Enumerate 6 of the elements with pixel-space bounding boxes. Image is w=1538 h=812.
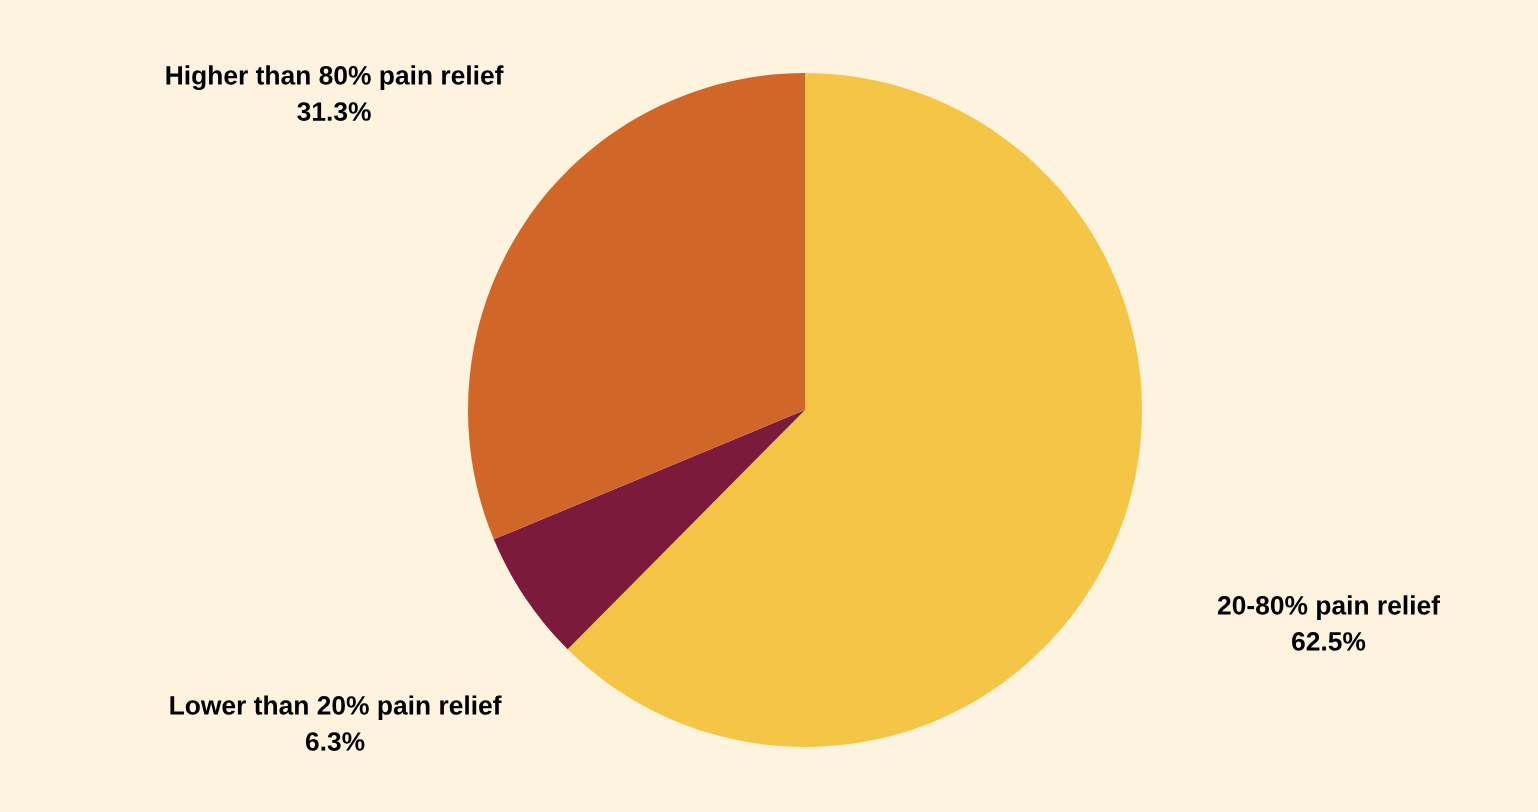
slice-label: 20-80% pain relief bbox=[1217, 595, 1441, 620]
slice-label: Lower than 20% pain relief bbox=[170, 695, 502, 720]
data-label: 62.5% bbox=[1292, 632, 1366, 651]
data-label: 6.3% bbox=[305, 732, 365, 751]
data-label: 31.3% bbox=[297, 102, 371, 121]
slice-label: Higher than 80% pain relief bbox=[166, 65, 504, 91]
